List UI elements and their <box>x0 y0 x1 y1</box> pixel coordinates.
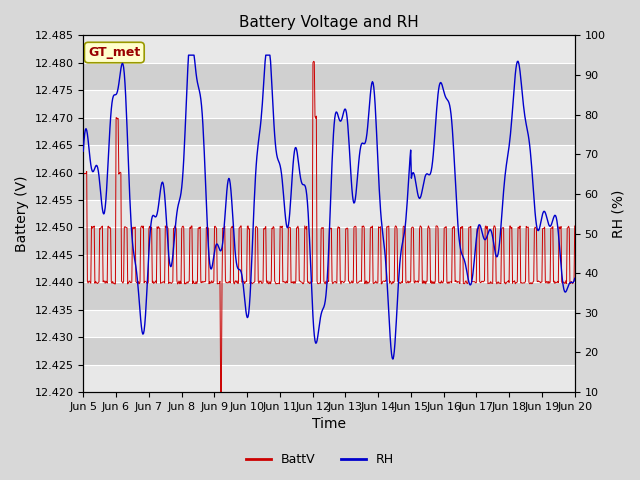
Bar <box>83 228 575 255</box>
X-axis label: Time: Time <box>312 418 346 432</box>
Bar <box>83 36 575 63</box>
Bar <box>83 365 575 392</box>
Bar <box>83 310 575 337</box>
Title: Battery Voltage and RH: Battery Voltage and RH <box>239 15 419 30</box>
Bar <box>83 118 575 145</box>
Bar <box>83 90 575 118</box>
Bar <box>83 282 575 310</box>
Text: GT_met: GT_met <box>88 46 140 59</box>
Bar <box>83 337 575 365</box>
Bar <box>83 145 575 172</box>
Bar <box>83 172 575 200</box>
Legend: BattV, RH: BattV, RH <box>241 448 399 471</box>
Y-axis label: Battery (V): Battery (V) <box>15 176 29 252</box>
Bar <box>83 63 575 90</box>
Bar <box>83 255 575 282</box>
Y-axis label: RH (%): RH (%) <box>611 190 625 238</box>
Bar <box>83 200 575 228</box>
